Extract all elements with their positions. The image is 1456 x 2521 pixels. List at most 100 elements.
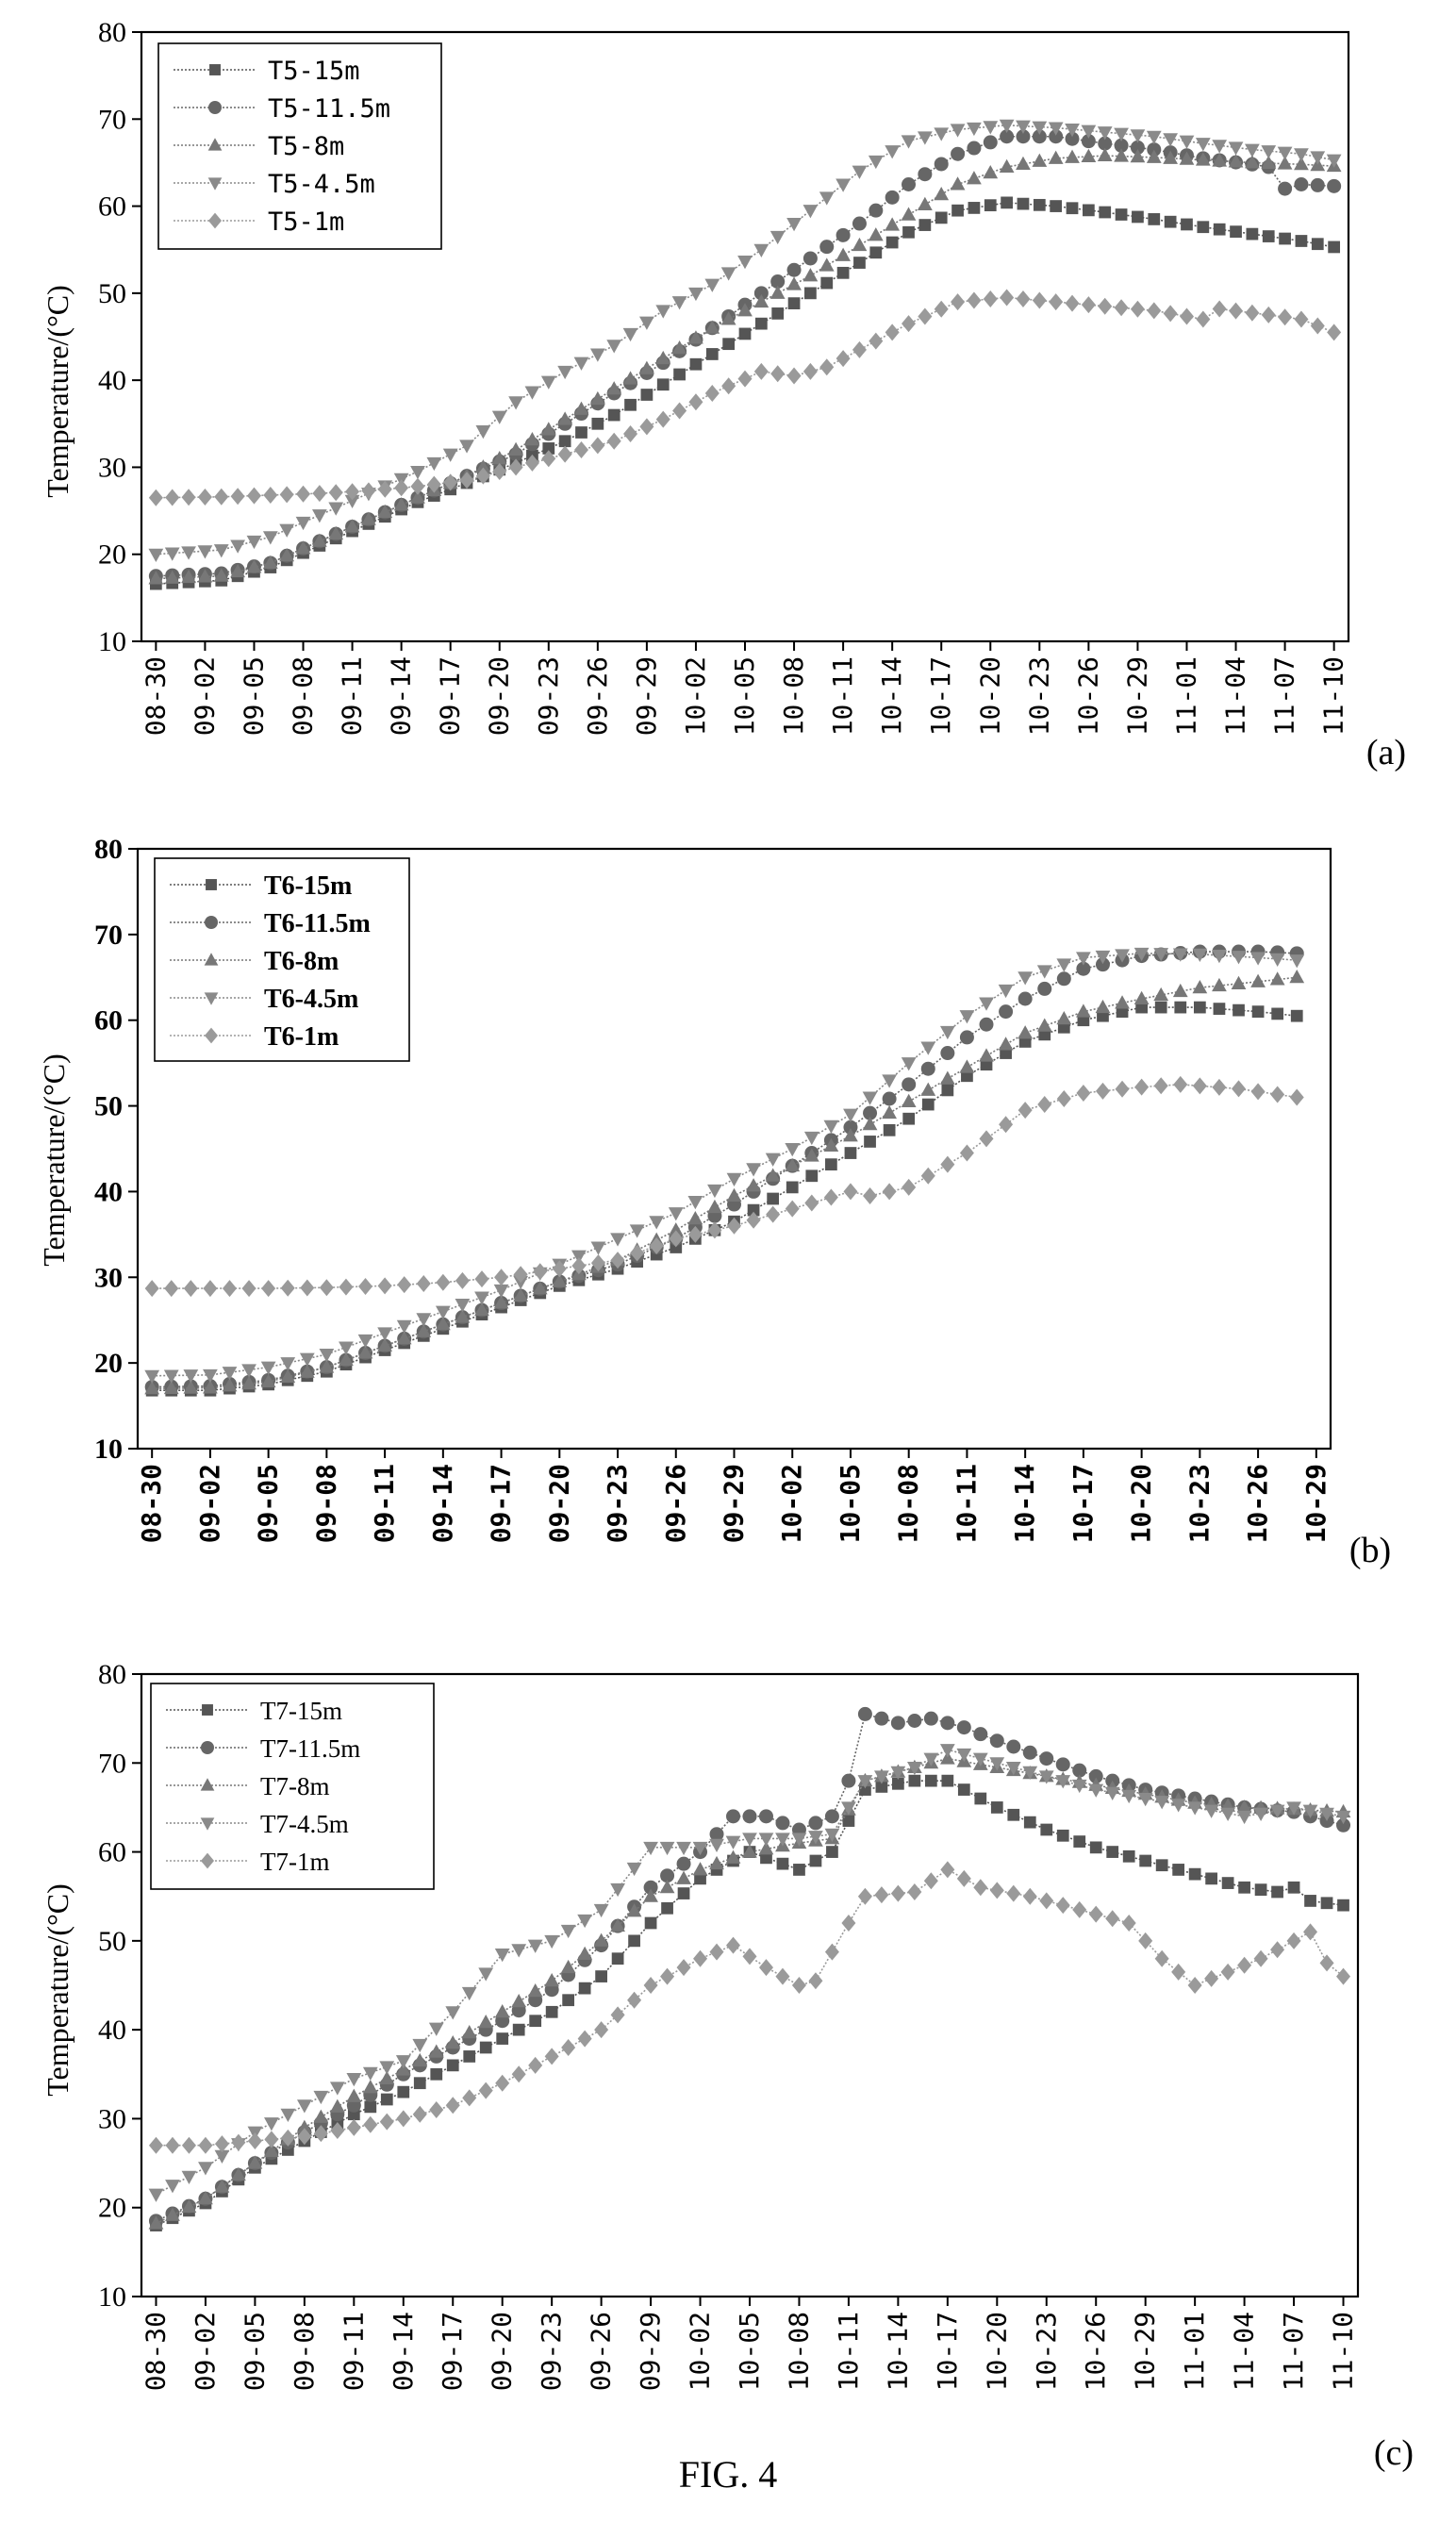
data-point: [181, 2136, 196, 2154]
data-point: [1095, 957, 1110, 972]
data-point: [545, 2005, 558, 2018]
data-point: [1121, 1915, 1136, 1932]
data-point: [148, 2188, 164, 2202]
x-tick-label: 09-05: [253, 1464, 284, 1543]
series-t6-1m: [144, 1075, 1304, 1298]
data-point: [222, 1378, 238, 1392]
data-point: [445, 2006, 461, 2020]
data-point: [959, 1059, 975, 1073]
data-point: [435, 1317, 451, 1331]
data-point: [753, 362, 769, 380]
data-point: [906, 1762, 922, 1776]
data-point: [1310, 151, 1326, 165]
data-point: [443, 473, 458, 491]
data-point: [214, 2179, 230, 2193]
data-point: [1212, 977, 1227, 992]
legend-label: T6-4.5m: [264, 985, 358, 1014]
data-point: [758, 1959, 773, 1977]
data-point: [593, 1932, 609, 1947]
data-point: [1229, 302, 1244, 320]
data-point: [1037, 1096, 1052, 1114]
data-point: [939, 1025, 955, 1040]
data-point: [511, 1994, 527, 2008]
data-point: [459, 440, 474, 454]
data-point: [1055, 1775, 1071, 1789]
data-point: [1294, 177, 1309, 191]
data-point: [1097, 147, 1113, 162]
data-point: [1005, 1762, 1021, 1776]
data-point: [203, 1380, 218, 1394]
data-point: [610, 2006, 625, 2024]
data-point: [416, 1313, 432, 1327]
data-point: [606, 340, 622, 354]
data-point: [841, 1915, 856, 1932]
data-point: [923, 1711, 938, 1726]
data-point: [1290, 1009, 1303, 1022]
data-point: [1037, 981, 1052, 996]
data-point: [882, 1104, 897, 1120]
data-point: [1018, 1025, 1034, 1039]
data-point: [1212, 300, 1227, 318]
x-tick-label: 11-01: [1170, 656, 1201, 736]
x-tick-label: 09-20: [484, 656, 515, 736]
data-point: [720, 311, 736, 325]
data-point: [379, 2070, 395, 2084]
data-point: [786, 276, 802, 290]
data-point: [786, 367, 802, 385]
data-point: [1114, 148, 1129, 162]
data-point: [707, 1221, 722, 1239]
data-point: [493, 1295, 509, 1309]
data-point: [1106, 1846, 1119, 1858]
legend-label: T5-15m: [268, 57, 360, 86]
data-point: [1173, 1075, 1188, 1093]
x-tick-label: 09-11: [369, 1464, 400, 1543]
data-point: [672, 402, 687, 420]
data-point: [198, 2162, 213, 2176]
data-point: [1262, 230, 1275, 242]
data-point: [148, 2215, 164, 2230]
data-point: [775, 1833, 790, 1847]
data-point: [1072, 1900, 1087, 1918]
data-point: [607, 408, 620, 422]
data-point: [959, 1010, 975, 1024]
data-point: [512, 2023, 525, 2036]
data-point: [446, 2059, 459, 2072]
data-point: [819, 358, 835, 376]
data-point: [346, 2118, 361, 2136]
data-point: [591, 417, 604, 430]
data-point: [902, 225, 915, 239]
legend-label: T7-1m: [260, 1848, 330, 1876]
legend-label: T6-11.5m: [264, 909, 371, 938]
data-point: [575, 426, 587, 439]
data-point: [770, 365, 786, 383]
data-point: [709, 1827, 724, 1842]
data-point: [1040, 1823, 1053, 1836]
x-tick-label: 10-02: [776, 1464, 807, 1543]
data-point: [478, 2081, 493, 2099]
data-point: [475, 467, 490, 485]
data-point: [1130, 149, 1146, 163]
data-point: [231, 2166, 246, 2181]
data-point: [296, 485, 311, 503]
data-point: [1137, 1793, 1153, 1807]
data-point: [841, 1801, 856, 1816]
x-tick-label: 10-17: [1067, 1464, 1099, 1543]
data-point: [1228, 154, 1244, 168]
legend-marker: [207, 177, 223, 191]
data-point: [1302, 1804, 1318, 1818]
data-point: [939, 1070, 955, 1085]
data-point: [540, 375, 556, 390]
data-point: [1289, 954, 1305, 969]
data-point: [836, 178, 851, 192]
x-tick-label: 10-08: [783, 2312, 814, 2391]
data-point: [1081, 124, 1097, 139]
data-point: [144, 1381, 160, 1395]
data-point: [902, 1077, 917, 1092]
x-tick-label: 11-04: [1229, 2312, 1260, 2391]
data-point: [1195, 152, 1211, 166]
data-point: [1269, 971, 1285, 986]
data-point: [1018, 1102, 1033, 1120]
x-tick-label: 08-30: [136, 1464, 167, 1543]
data-point: [676, 1870, 691, 1884]
data-point: [737, 303, 753, 317]
